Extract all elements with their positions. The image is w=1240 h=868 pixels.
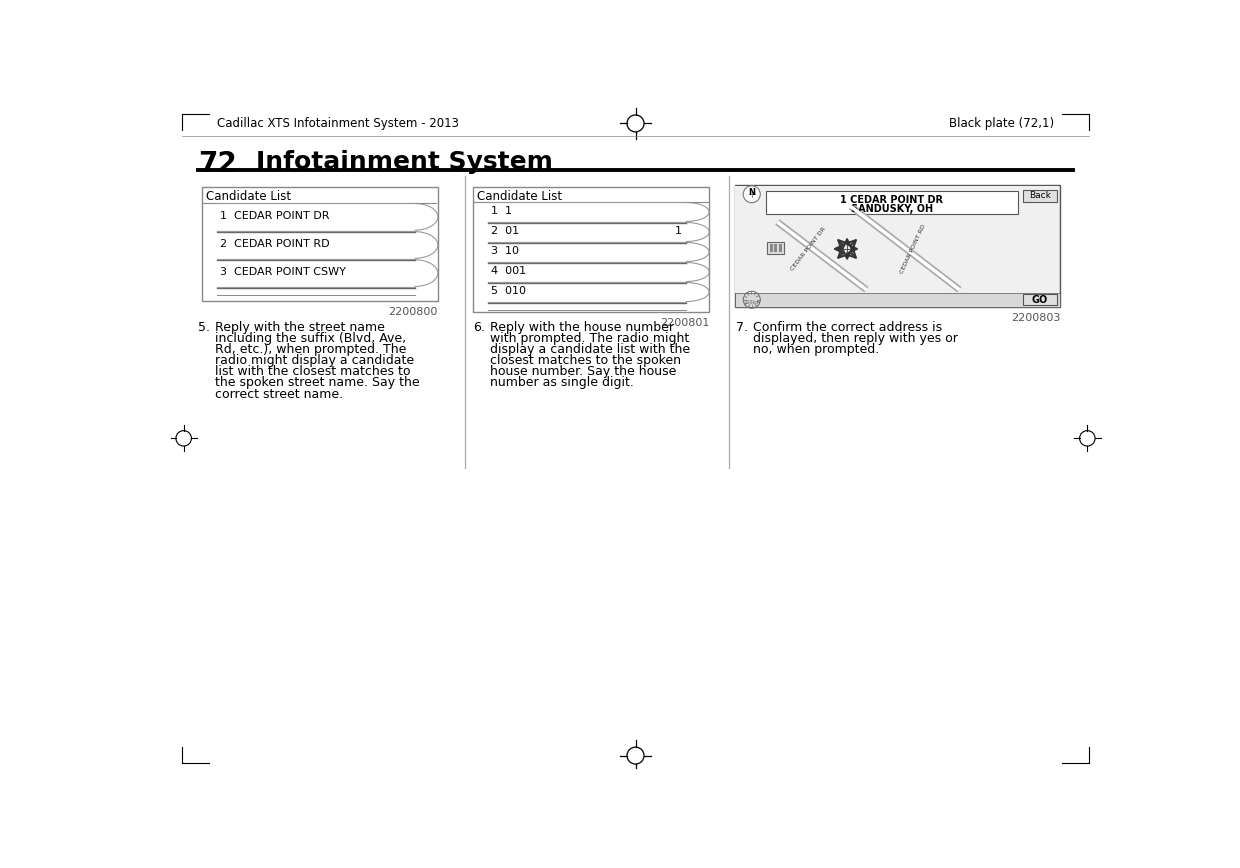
Text: 3  CEDAR POINT CSWY: 3 CEDAR POINT CSWY xyxy=(221,267,346,278)
Bar xyxy=(774,244,777,252)
Bar xyxy=(217,203,415,230)
Text: 5  010: 5 010 xyxy=(491,286,526,296)
Bar xyxy=(201,187,438,301)
Text: Reply with the street name: Reply with the street name xyxy=(215,320,384,333)
Text: 2  01: 2 01 xyxy=(491,227,520,236)
Text: 5.: 5. xyxy=(197,320,210,333)
Bar xyxy=(734,293,1060,306)
Bar xyxy=(735,186,1059,293)
Text: Reply with the house number: Reply with the house number xyxy=(490,320,673,333)
Text: Candidate List: Candidate List xyxy=(206,190,291,203)
Text: 2200803: 2200803 xyxy=(1011,312,1060,323)
Text: radio might display a candidate: radio might display a candidate xyxy=(215,354,414,367)
Bar xyxy=(489,263,692,281)
Text: 3  10: 3 10 xyxy=(491,247,520,256)
Text: house number. Say the house: house number. Say the house xyxy=(490,365,676,378)
Text: display a candidate list with the: display a candidate list with the xyxy=(490,343,689,356)
Bar xyxy=(768,242,784,254)
Text: 4  001: 4 001 xyxy=(491,266,527,276)
Text: 2200800: 2200800 xyxy=(388,307,438,318)
Text: Cadillac XTS Infotainment System - 2013: Cadillac XTS Infotainment System - 2013 xyxy=(217,117,459,130)
Bar xyxy=(1023,189,1056,202)
Text: with prompted. The radio might: with prompted. The radio might xyxy=(490,332,689,345)
Bar xyxy=(779,244,782,252)
Text: Candidate List: Candidate List xyxy=(477,189,563,202)
Text: Back: Back xyxy=(1029,191,1052,201)
Bar xyxy=(217,260,415,286)
Circle shape xyxy=(743,186,760,203)
Bar xyxy=(734,185,1060,306)
Bar xyxy=(489,283,692,301)
Text: CEDAR POINT RD: CEDAR POINT RD xyxy=(899,223,926,274)
Bar xyxy=(217,232,415,259)
Text: CEDAR POINT DR: CEDAR POINT DR xyxy=(790,227,827,272)
Text: displayed, then reply with yes or: displayed, then reply with yes or xyxy=(754,332,959,345)
Bar xyxy=(489,223,692,241)
Text: Black plate (72,1): Black plate (72,1) xyxy=(949,117,1054,130)
Text: SANDUSKY, OH: SANDUSKY, OH xyxy=(851,204,932,214)
Text: 72: 72 xyxy=(197,150,237,178)
Text: 1  CEDAR POINT DR: 1 CEDAR POINT DR xyxy=(221,211,330,221)
Text: no, when prompted.: no, when prompted. xyxy=(754,343,879,356)
Text: list with the closest matches to: list with the closest matches to xyxy=(215,365,410,378)
Bar xyxy=(489,203,692,221)
Text: N: N xyxy=(748,188,755,197)
Text: GO: GO xyxy=(1032,295,1048,305)
Text: number as single digit.: number as single digit. xyxy=(490,377,634,390)
Text: Rd, etc.), when prompted. The: Rd, etc.), when prompted. The xyxy=(215,343,405,356)
Text: 1  1: 1 1 xyxy=(491,207,512,216)
Bar xyxy=(770,244,773,252)
Text: 7.: 7. xyxy=(737,320,748,333)
Text: Confirm the correct address is: Confirm the correct address is xyxy=(754,320,942,333)
Text: 2200801: 2200801 xyxy=(660,319,709,328)
Bar xyxy=(1023,294,1056,306)
Bar xyxy=(766,191,1018,214)
Text: 2  CEDAR POINT RD: 2 CEDAR POINT RD xyxy=(221,240,330,249)
Bar xyxy=(472,187,709,312)
Text: 1: 1 xyxy=(675,227,682,236)
Text: Infotainment System: Infotainment System xyxy=(255,150,553,174)
Text: closest matches to the spoken: closest matches to the spoken xyxy=(490,354,681,367)
Text: correct street name.: correct street name. xyxy=(215,387,342,400)
Text: 1 CEDAR POINT DR: 1 CEDAR POINT DR xyxy=(841,195,944,206)
Text: 6.: 6. xyxy=(472,320,485,333)
Text: including the suffix (Blvd, Ave,: including the suffix (Blvd, Ave, xyxy=(215,332,405,345)
Bar xyxy=(489,243,692,261)
Text: the spoken street name. Say the: the spoken street name. Say the xyxy=(215,377,419,390)
Text: 200km: 200km xyxy=(743,300,760,306)
